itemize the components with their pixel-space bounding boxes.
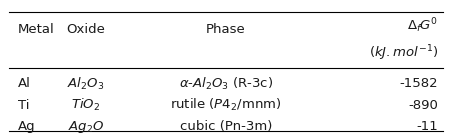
Text: -11: -11 (416, 120, 437, 133)
Text: $\alpha$-$Al_2O_3$ (R-3c): $\alpha$-$Al_2O_3$ (R-3c) (179, 76, 272, 92)
Text: rutile ($P4_2$/mnm): rutile ($P4_2$/mnm) (170, 97, 281, 113)
Text: $\Delta_f G^0$: $\Delta_f G^0$ (406, 16, 437, 35)
Text: $Al_2O_3$: $Al_2O_3$ (67, 76, 104, 92)
Text: Phase: Phase (206, 23, 245, 36)
Text: Al: Al (18, 77, 31, 90)
Text: $(kJ.mol^{-1})$: $(kJ.mol^{-1})$ (368, 43, 437, 63)
Text: Ti: Ti (18, 99, 29, 112)
Text: Ag: Ag (18, 120, 36, 133)
Text: cubic (Pn-3m): cubic (Pn-3m) (179, 120, 272, 133)
Text: -1582: -1582 (399, 77, 437, 90)
Text: $Ag_2O$: $Ag_2O$ (68, 119, 104, 135)
Text: $TiO_2$: $TiO_2$ (71, 97, 100, 113)
Text: -890: -890 (408, 99, 437, 112)
Text: Oxide: Oxide (66, 23, 105, 36)
Text: Metal: Metal (18, 23, 55, 36)
